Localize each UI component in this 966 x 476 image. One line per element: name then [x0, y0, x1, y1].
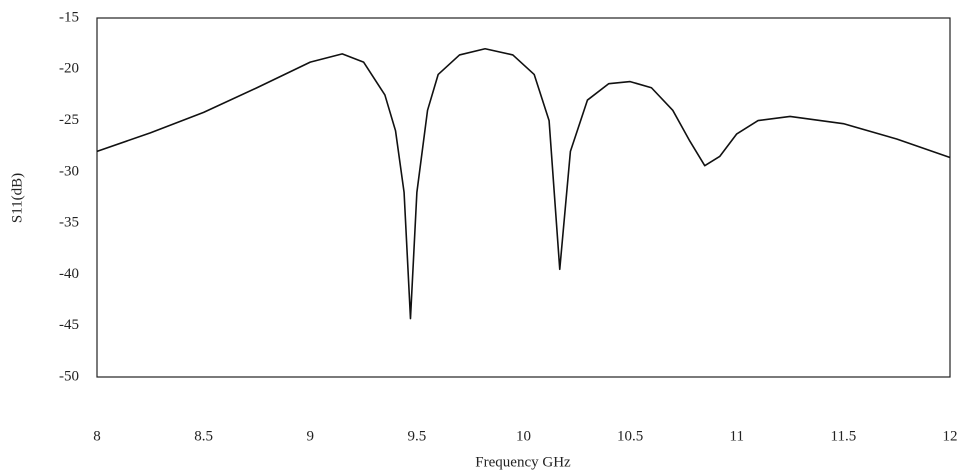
x-tick-label: 12: [943, 428, 958, 444]
x-axis-label: Frequency GHz: [475, 454, 571, 470]
y-tick-label: -20: [59, 61, 79, 77]
plot-frame: [96, 17, 951, 378]
y-tick-label: -25: [59, 112, 79, 128]
x-tick-label: 11: [730, 428, 744, 444]
data-line: [96, 47, 951, 320]
y-axis-label: S11(dB): [9, 173, 25, 223]
x-tick-label: 10: [516, 428, 531, 444]
y-tick-label: -35: [59, 215, 79, 231]
x-tick-label: 9.5: [408, 428, 427, 444]
x-tick-label: 8: [93, 428, 101, 444]
x-tick-label: 11.5: [831, 428, 857, 444]
y-tick-label: -30: [59, 163, 79, 179]
y-tick-label: -45: [59, 317, 79, 333]
x-tick-label: 9: [307, 428, 315, 444]
y-tick-label: -15: [59, 9, 79, 25]
y-tick-label: -40: [59, 266, 79, 282]
x-tick-label: 10.5: [617, 428, 643, 444]
x-tick-label: 8.5: [194, 428, 213, 444]
y-tick-label: -50: [59, 368, 79, 384]
